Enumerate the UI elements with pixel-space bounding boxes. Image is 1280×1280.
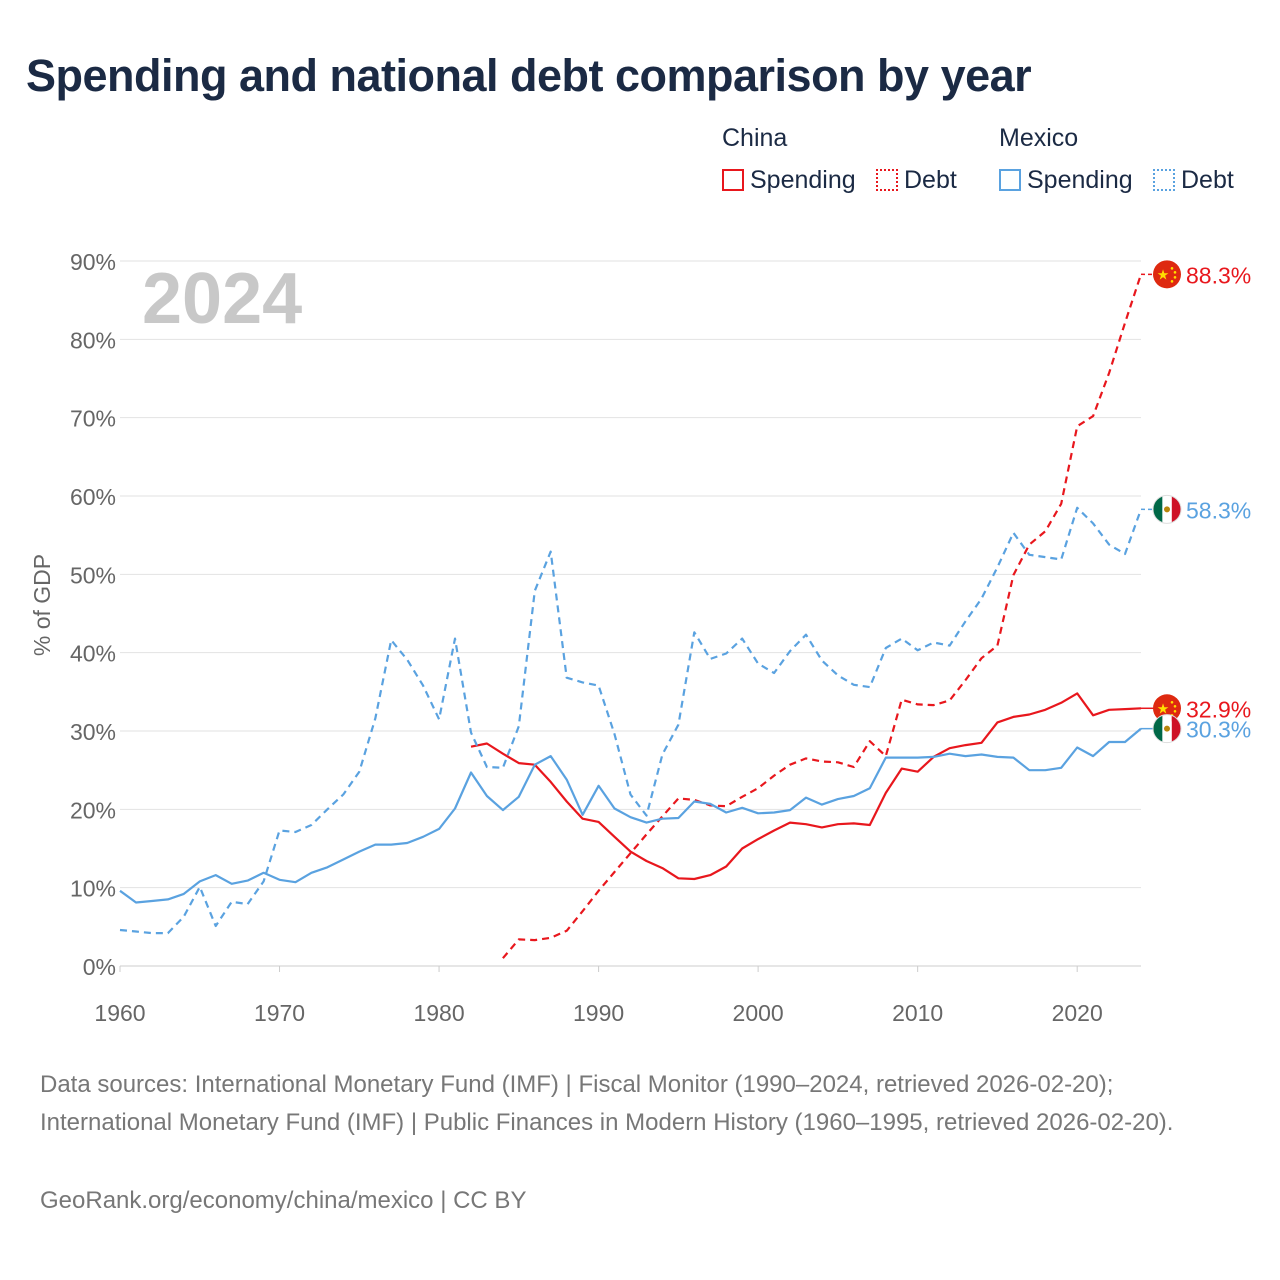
legend-swatch-solid-icon bbox=[999, 169, 1021, 191]
flag-small-star bbox=[1173, 276, 1177, 279]
y-tick-label: 40% bbox=[70, 641, 116, 667]
legend-swatch-dotted-icon bbox=[1153, 169, 1175, 191]
mexico-flag-icon bbox=[1152, 714, 1182, 744]
credit-link[interactable]: GeoRank.org/economy/china/mexico | CC BY bbox=[40, 1187, 527, 1214]
legend-mexico-spending[interactable]: Spending bbox=[999, 165, 1133, 195]
legend-mexico-label: Mexico bbox=[999, 124, 1079, 152]
flag-red bbox=[1171, 714, 1181, 743]
legend-swatch-solid-icon bbox=[722, 169, 744, 191]
x-tick-label: 1970 bbox=[254, 1000, 305, 1026]
legend-china-debt-label: Debt bbox=[904, 165, 957, 194]
flag-small-star bbox=[1170, 700, 1174, 704]
end-value-label: 58.3% bbox=[1186, 497, 1251, 523]
x-tick-label: 1990 bbox=[573, 1000, 624, 1026]
x-tick-label: 2000 bbox=[733, 1000, 784, 1026]
y-tick-label: 50% bbox=[70, 562, 116, 588]
end-value-label: 32.9% bbox=[1186, 696, 1251, 722]
y-tick-label: 70% bbox=[70, 406, 116, 432]
y-axis-label: % of GDP bbox=[29, 554, 55, 656]
flag-stripes bbox=[1153, 495, 1181, 524]
page-title: Spending and national debt comparison by… bbox=[26, 50, 1032, 101]
mexico-spending-line bbox=[119, 727, 1142, 904]
flag-background bbox=[1153, 260, 1181, 289]
flag-green bbox=[1153, 714, 1163, 743]
legend-mexico-debt-label: Debt bbox=[1181, 165, 1234, 194]
flag-small-star bbox=[1173, 704, 1177, 708]
flag-small-star bbox=[1170, 267, 1174, 270]
y-tick-label: 10% bbox=[70, 876, 116, 902]
legend-mexico-debt[interactable]: Debt bbox=[1153, 165, 1234, 195]
legend-china-spending[interactable]: Spending bbox=[722, 165, 856, 195]
line-chart: 2024 0% 10% 20% 30% 40% 50% 60% 70% 80% 90% 1960 1… bbox=[29, 249, 1251, 1026]
flag-green bbox=[1153, 495, 1163, 524]
china-flag-icon: ★ bbox=[1153, 694, 1181, 723]
mexico-debt-line bbox=[119, 506, 1143, 935]
flag-red bbox=[1171, 495, 1181, 524]
legend-mexico-spending-label: Spending bbox=[1027, 165, 1133, 194]
china-flag-icon: ★ bbox=[1153, 260, 1181, 289]
legend-china-label: China bbox=[722, 124, 788, 152]
flag-star: ★ bbox=[1157, 700, 1170, 716]
flag-star: ★ bbox=[1157, 266, 1170, 282]
mexico-flag-icon bbox=[1152, 494, 1182, 524]
end-value-label: 88.3% bbox=[1186, 262, 1251, 288]
flag-small-star bbox=[1173, 709, 1177, 713]
end-value-label: 30.3% bbox=[1186, 717, 1251, 743]
flag-small-star bbox=[1173, 271, 1177, 274]
y-tick-label: 60% bbox=[70, 484, 116, 510]
legend-swatch-dotted-icon bbox=[876, 169, 898, 191]
legend-china-debt[interactable]: Debt bbox=[876, 165, 957, 195]
y-tick-label: 30% bbox=[70, 719, 116, 745]
x-tick-label: 1960 bbox=[94, 1000, 145, 1026]
china-spending-line bbox=[470, 692, 1142, 881]
china-debt-line bbox=[502, 273, 1143, 959]
flag-ring bbox=[1152, 494, 1182, 524]
year-watermark: 2024 bbox=[142, 259, 302, 339]
y-tick-label: 0% bbox=[83, 954, 116, 980]
flag-emblem bbox=[1164, 725, 1170, 732]
x-tick-label: 1980 bbox=[413, 1000, 464, 1026]
y-tick-label: 90% bbox=[70, 249, 116, 275]
flag-background bbox=[1153, 694, 1181, 723]
x-tick-label: 2020 bbox=[1052, 1000, 1103, 1026]
data-sources: Data sources: International Monetary Fun… bbox=[40, 1071, 1174, 1136]
flag-small-star bbox=[1170, 280, 1174, 283]
legend-china-spending-label: Spending bbox=[750, 165, 856, 194]
y-tick-label: 20% bbox=[70, 797, 116, 823]
x-tick-label: 2010 bbox=[892, 1000, 943, 1026]
y-tick-label: 80% bbox=[70, 327, 116, 353]
flag-emblem bbox=[1164, 506, 1170, 513]
flag-ring bbox=[1152, 714, 1182, 744]
flag-stripes bbox=[1153, 714, 1181, 743]
